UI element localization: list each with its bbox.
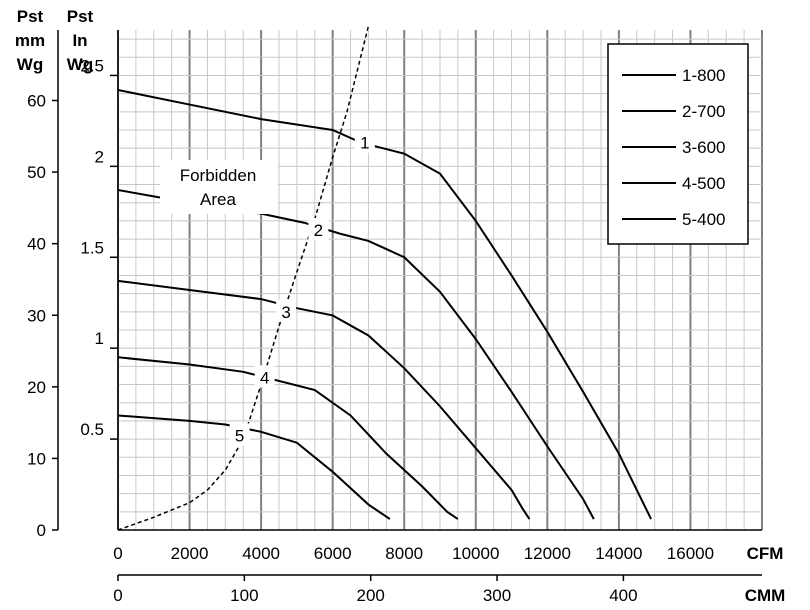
- series-marker-label: 2: [314, 221, 323, 240]
- y-left-unit-label: Wg: [17, 55, 43, 74]
- x-tick-label: 6000: [314, 544, 352, 563]
- legend-label: 2-700: [682, 102, 725, 121]
- y-inwg-unit-label: In: [72, 31, 87, 50]
- y-inwg-unit-label: Pst: [67, 7, 94, 26]
- x-tick-label: 12000: [524, 544, 571, 563]
- series-marker-label: 3: [281, 303, 290, 322]
- series-line-5: [117, 414, 391, 520]
- y-inwg-tick-label: 0.5: [80, 420, 104, 439]
- x-tick-label: 0: [113, 544, 122, 563]
- cmm-unit-label: CMM: [745, 586, 786, 605]
- x-tick-label: 8000: [385, 544, 423, 563]
- legend-label: 1-800: [682, 66, 725, 85]
- cmm-tick-label: 200: [357, 586, 385, 605]
- series-marker-bg: [354, 130, 375, 153]
- series-line-3: [117, 279, 531, 520]
- axes: [52, 30, 762, 581]
- x-tick-label: 4000: [242, 544, 280, 563]
- y-left-tick-label: 10: [27, 449, 46, 468]
- legend-label: 3-600: [682, 138, 725, 157]
- legend-label: 4-500: [682, 174, 725, 193]
- series-line-1: [117, 89, 652, 520]
- y-inwg-tick-label: 2.5: [80, 56, 104, 75]
- series-marker-label: 4: [260, 368, 269, 387]
- series-line-4: [117, 356, 459, 520]
- x-tick-label: 14000: [595, 544, 642, 563]
- x-tick-label: 2000: [171, 544, 209, 563]
- cmm-tick-label: 0: [113, 586, 122, 605]
- x-unit-label: CFM: [747, 544, 784, 563]
- forbidden-area-annotation: Forbidden Area: [160, 160, 278, 214]
- series-marker-bg: [229, 423, 250, 446]
- y-left-tick-label: 40: [27, 235, 46, 254]
- y-left-tick-label: 30: [27, 306, 46, 325]
- y-left-unit-label: Pst: [17, 7, 44, 26]
- y-left-tick-label: 0: [37, 521, 46, 540]
- series-curves: 1 2 3 4 5: [117, 89, 652, 520]
- y-left-unit-label: mm: [15, 31, 45, 50]
- cmm-tick-label: 100: [230, 586, 258, 605]
- y-inwg-tick-label: 1: [95, 329, 104, 348]
- legend: 1-800 2-700 3-600 4-500 5-400: [607, 43, 749, 245]
- annotation-text: Area: [200, 190, 236, 209]
- series-marker-label: 5: [235, 426, 244, 445]
- annotation-text: Forbidden: [180, 166, 257, 185]
- y-inwg-tick-label: 2: [95, 147, 104, 166]
- tick-labels: 0 2000 4000 6000 8000 10000 12000 14000 16000 CFM…: [15, 7, 785, 605]
- y-left-tick-label: 20: [27, 378, 46, 397]
- x-tick-label: 16000: [667, 544, 714, 563]
- legend-label: 5-400: [682, 210, 725, 229]
- series-marker-label: 1: [360, 134, 369, 153]
- x-tick-label: 10000: [452, 544, 499, 563]
- y-left-tick-label: 60: [27, 92, 46, 111]
- y-inwg-unit-label: Wg: [67, 55, 93, 74]
- y-inwg-tick-label: 1.5: [80, 238, 104, 257]
- series-marker-bg: [276, 299, 297, 322]
- legend-box: [607, 43, 749, 245]
- cmm-tick-label: 300: [483, 586, 511, 605]
- series-marker-bg: [254, 365, 275, 388]
- cmm-tick-label: 400: [609, 586, 637, 605]
- y-left-tick-label: 50: [27, 163, 46, 182]
- annotation-bg: [160, 160, 278, 214]
- series-marker-bg: [308, 218, 329, 240]
